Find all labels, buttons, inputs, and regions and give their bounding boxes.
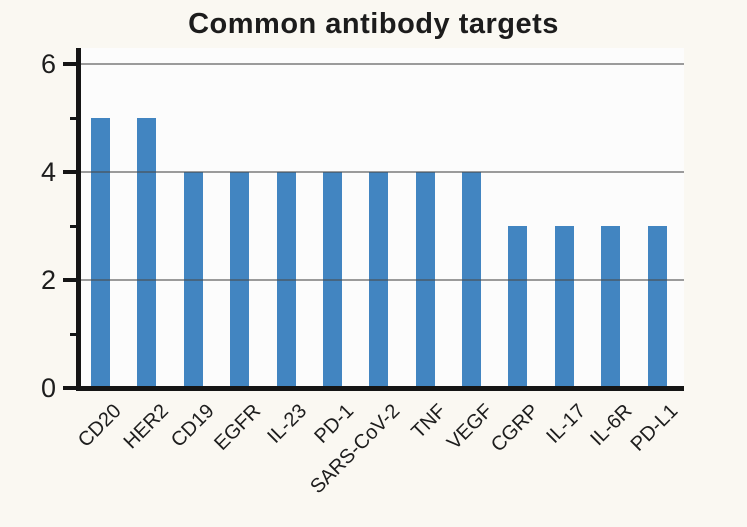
x-tick-label: CD19 (167, 400, 219, 452)
y-minor-tick (70, 332, 81, 336)
y-major-tick (63, 62, 81, 66)
x-tick-label: CGRP (487, 400, 544, 457)
x-tick-label: VEGF (442, 400, 498, 455)
bar (601, 226, 621, 388)
y-major-tick (63, 170, 81, 174)
gridline (81, 171, 684, 173)
bar (554, 226, 574, 388)
y-minor-tick (70, 116, 81, 120)
x-tick-label: HER2 (119, 400, 173, 454)
gridline (81, 63, 684, 65)
y-tick-label: 0 (40, 373, 56, 403)
y-major-tick (63, 278, 81, 282)
x-tick-label: IL-23 (263, 400, 312, 448)
x-tick-label: EGFR (210, 400, 266, 455)
y-tick-label: 6 (40, 49, 56, 79)
x-tick-label: PD-L1 (626, 400, 683, 456)
x-tick-label: IL-17 (542, 400, 590, 448)
y-minor-tick (70, 224, 81, 228)
bar (508, 226, 528, 388)
bar (91, 118, 110, 388)
x-axis-spine (76, 386, 684, 391)
gridline (81, 279, 684, 281)
bar (647, 226, 667, 388)
y-tick-label: 4 (40, 157, 56, 187)
y-tick-label: 2 (40, 265, 56, 295)
y-axis-spine (76, 48, 81, 391)
bar (137, 118, 157, 388)
chart-title: Common antibody targets (188, 8, 559, 40)
y-major-tick (63, 386, 81, 390)
x-tick-label: CD20 (74, 400, 127, 452)
